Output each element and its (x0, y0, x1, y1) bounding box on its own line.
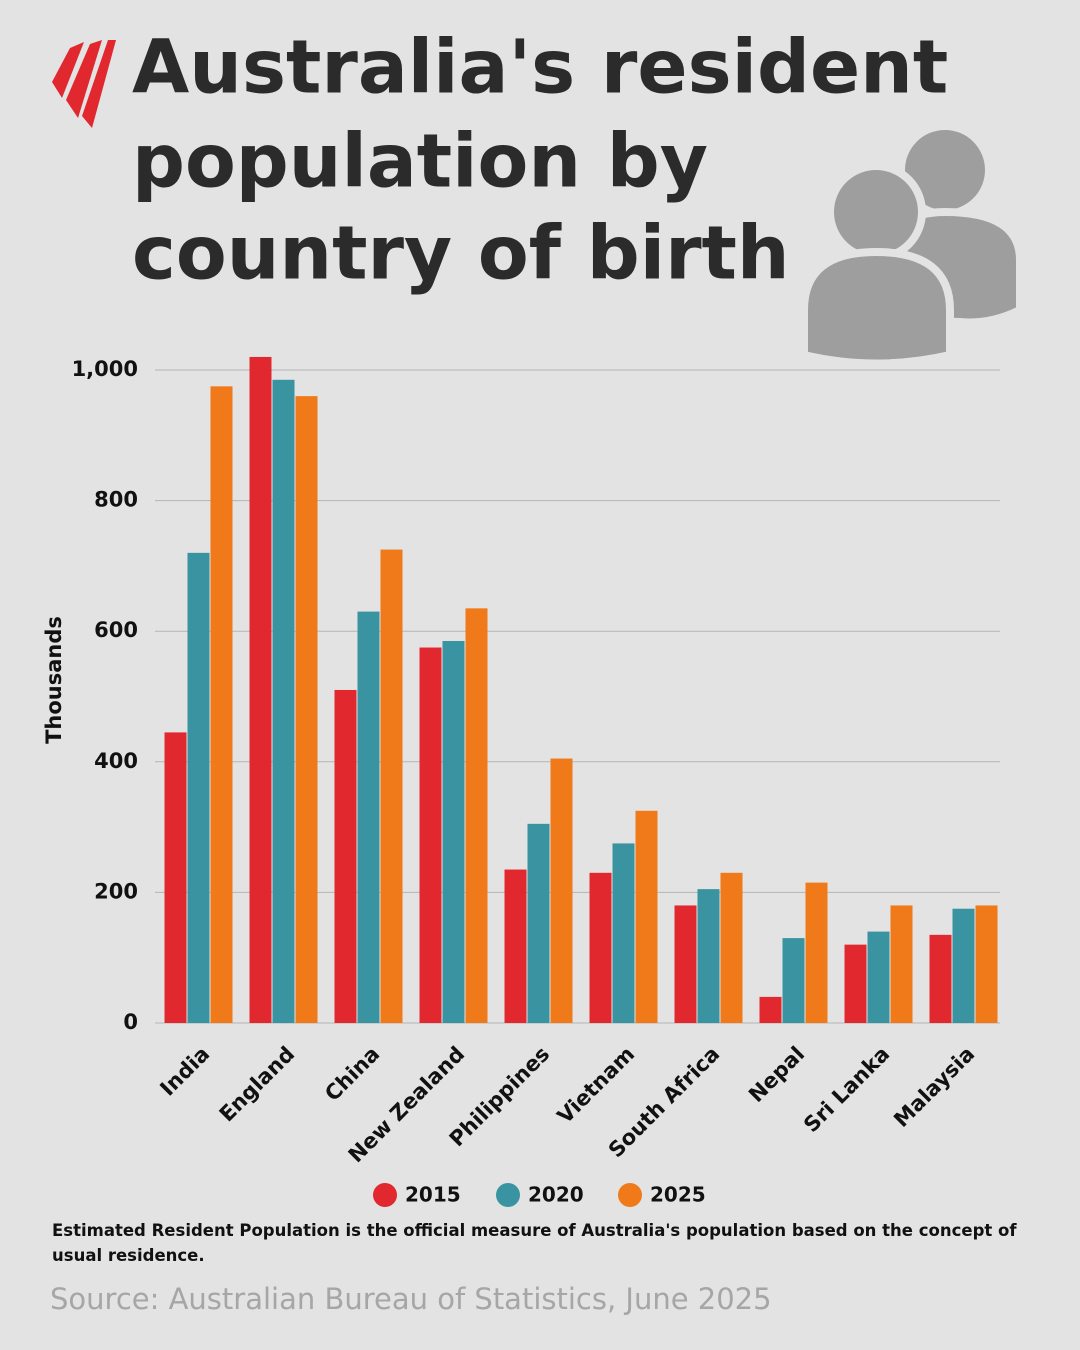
legend-label: 2020 (528, 1183, 584, 1207)
bar (759, 996, 782, 1023)
bar (589, 872, 612, 1023)
bar (419, 647, 442, 1023)
bar (504, 869, 527, 1023)
bar (187, 552, 210, 1023)
bar (272, 379, 295, 1023)
x-tick-label: China (320, 1042, 384, 1106)
x-tick-label: Nepal (744, 1042, 809, 1107)
bar (952, 908, 975, 1023)
bar (782, 938, 805, 1023)
y-tick-label: 0 (123, 1010, 138, 1034)
bar (550, 758, 573, 1023)
bar (697, 889, 720, 1023)
bar (805, 882, 828, 1023)
bar (890, 905, 913, 1023)
x-tick-label: Malaysia (889, 1042, 979, 1132)
chart-title: country of birth (132, 211, 790, 297)
legend-marker (496, 1183, 520, 1207)
bar (442, 640, 465, 1023)
footnote: Estimated Resident Population is the off… (52, 1221, 1017, 1265)
bar (635, 810, 658, 1023)
legend-marker (618, 1183, 642, 1207)
bar (357, 611, 380, 1023)
x-tick-label: India (155, 1042, 214, 1101)
bar (380, 549, 403, 1023)
x-tick-label: Sri Lanka (799, 1042, 894, 1137)
legend-label: 2015 (405, 1183, 461, 1207)
bar (929, 934, 952, 1023)
bar (844, 944, 867, 1023)
bar (867, 931, 890, 1023)
y-tick-label: 400 (94, 749, 138, 773)
bar (612, 843, 635, 1023)
y-tick-label: 600 (94, 618, 138, 642)
legend-label: 2025 (650, 1183, 706, 1207)
bar (975, 905, 998, 1023)
logo (52, 40, 116, 128)
bar (720, 872, 743, 1023)
bar (164, 732, 187, 1023)
x-tick-label: Vietnam (553, 1042, 640, 1129)
bar (295, 396, 318, 1023)
chart-title: population by (132, 119, 708, 205)
bar (527, 823, 550, 1023)
bar (210, 386, 233, 1023)
bar (249, 356, 272, 1023)
bar (334, 689, 357, 1023)
bar (465, 608, 488, 1023)
bar (674, 905, 697, 1023)
chart-title: Australia's resident (132, 25, 948, 111)
y-tick-label: 1,000 (72, 357, 138, 381)
y-axis-label: Thousands (42, 616, 66, 744)
legend-marker (373, 1183, 397, 1207)
y-tick-label: 800 (94, 488, 138, 512)
y-tick-label: 200 (94, 879, 138, 903)
x-tick-label: England (215, 1042, 300, 1127)
source: Source: Australian Bureau of Statistics,… (50, 1282, 772, 1316)
people-icon (800, 122, 1024, 368)
